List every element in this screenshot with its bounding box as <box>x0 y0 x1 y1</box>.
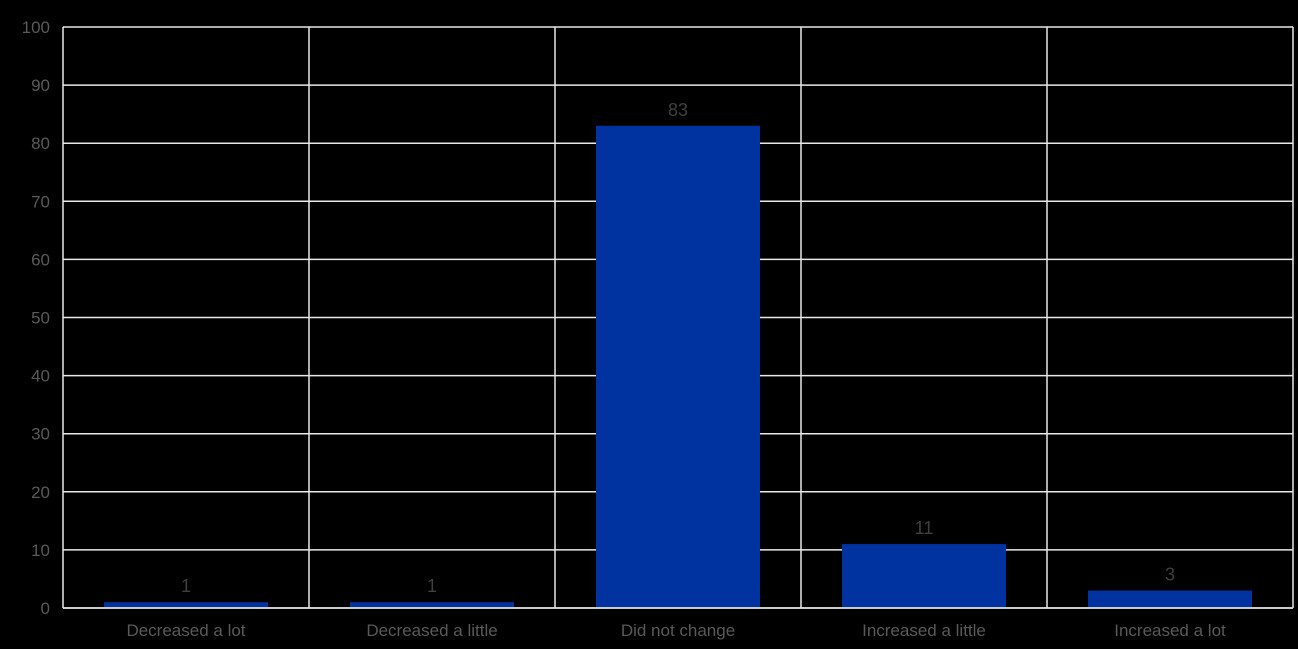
bar-data-label: 1 <box>427 576 437 596</box>
bar-data-label: 1 <box>181 576 191 596</box>
y-tick-label: 10 <box>31 541 50 560</box>
y-tick-label: 30 <box>31 425 50 444</box>
bar-data-label: 83 <box>668 100 688 120</box>
x-category-label: Increased a lot <box>1114 621 1226 640</box>
bar <box>350 602 514 607</box>
y-tick-label: 90 <box>31 76 50 95</box>
y-tick-label: 50 <box>31 309 50 328</box>
x-category-label: Decreased a little <box>366 621 497 640</box>
y-tick-label: 60 <box>31 250 50 269</box>
bar <box>842 544 1006 607</box>
bar-data-label: 11 <box>915 518 934 538</box>
x-category-label: Decreased a lot <box>126 621 245 640</box>
bar <box>596 125 760 608</box>
y-tick-label: 100 <box>22 18 50 37</box>
y-tick-label: 80 <box>31 134 50 153</box>
y-tick-label: 0 <box>41 599 50 618</box>
y-tick-label: 70 <box>31 192 50 211</box>
y-tick-label: 40 <box>31 367 50 386</box>
x-category-label: Increased a little <box>862 621 986 640</box>
bar <box>104 602 268 607</box>
x-category-label: Did not change <box>621 621 735 640</box>
bar-data-label: 3 <box>1165 565 1175 585</box>
y-tick-label: 20 <box>31 483 50 502</box>
bar <box>1088 590 1252 607</box>
